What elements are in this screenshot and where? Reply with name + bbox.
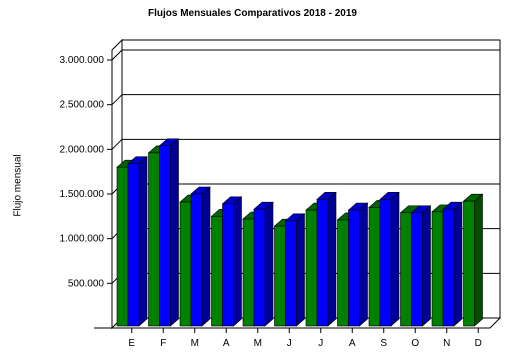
bar <box>305 209 318 327</box>
bar-side <box>474 193 483 327</box>
x-tick-label: O <box>411 338 419 349</box>
bar <box>116 166 129 327</box>
bar <box>190 193 203 327</box>
bar-side <box>453 201 463 327</box>
bar <box>179 201 192 327</box>
bar-side <box>201 186 211 327</box>
x-tick-label: N <box>443 338 450 349</box>
ticks-layer: 3.000.000 2.500.000 2.000.000 1.500.000 1.00… <box>60 55 482 349</box>
bar <box>148 152 160 327</box>
gridline-side <box>111 94 123 106</box>
bar <box>222 203 234 327</box>
bar <box>442 208 455 327</box>
bar <box>337 219 349 327</box>
y-tick-label: 1.500.000 <box>60 189 105 200</box>
x-tick-label: J <box>318 338 323 349</box>
bar <box>285 220 297 327</box>
bar <box>463 200 475 327</box>
bar <box>431 211 444 327</box>
bars-layer <box>116 138 484 327</box>
gridline-side <box>111 49 123 61</box>
bar-side <box>170 138 179 327</box>
bar-side <box>359 202 368 327</box>
x-tick-label: D <box>475 338 482 349</box>
x-tick-label: M <box>254 338 262 349</box>
x-tick-label: J <box>287 338 292 349</box>
x-tick-label: A <box>223 338 230 349</box>
bar <box>211 216 223 327</box>
bar-side <box>390 191 400 327</box>
bar <box>242 218 255 327</box>
y-tick-label: 1.000.000 <box>60 234 105 245</box>
bar <box>368 207 381 327</box>
y-tick-label: 500.000 <box>68 278 105 289</box>
bar <box>316 199 329 327</box>
bar <box>159 145 171 327</box>
y-tick-label: 3.000.000 <box>60 55 105 66</box>
bar-side <box>233 196 242 327</box>
bar <box>127 163 140 327</box>
chart-title: Flujos Mensuales Comparativos 2018 - 201… <box>148 8 357 19</box>
x-tick-label: S <box>380 338 387 349</box>
y-tick-label: 2.500.000 <box>60 100 105 111</box>
bar <box>379 199 392 327</box>
frame-layer <box>94 50 490 329</box>
bar-side <box>422 205 431 327</box>
bar <box>411 212 423 327</box>
bar <box>274 225 286 327</box>
bar-side <box>264 201 274 327</box>
x-tick-label: F <box>160 338 166 349</box>
x-tick-label: E <box>128 338 135 349</box>
bar <box>348 209 360 327</box>
x-tick-label: A <box>349 338 356 349</box>
bar-side <box>138 155 148 327</box>
bar <box>253 208 266 327</box>
y-tick-label: 2.000.000 <box>60 144 105 155</box>
x-tick-label: M <box>191 338 199 349</box>
bar-side <box>327 191 337 327</box>
bar-side <box>296 213 305 327</box>
bar <box>400 212 412 327</box>
gridline-side <box>111 138 123 150</box>
